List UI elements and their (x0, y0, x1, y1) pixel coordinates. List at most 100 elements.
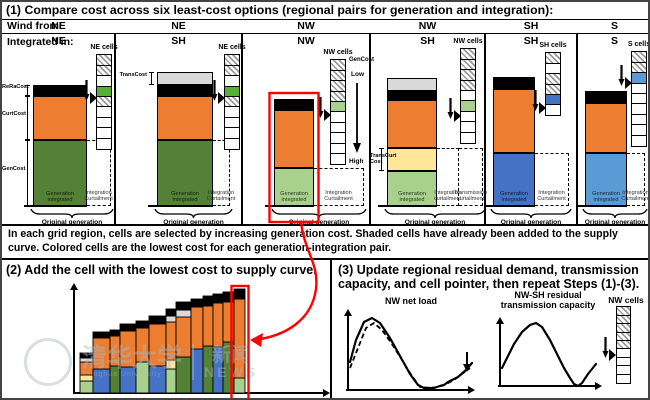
cell-pointer-icon (532, 90, 546, 114)
panel-divider (114, 34, 116, 224)
generation-integrated-label: Generation integrated (585, 153, 627, 206)
wind-from-label: Wind from: (7, 20, 63, 32)
bar-segment-GenCost (33, 140, 87, 206)
cost-label: GenCost (2, 166, 26, 172)
integrated-in-value: S (610, 35, 618, 47)
generation-integrated-text: Generation integrated (171, 190, 199, 203)
cost-label: CurtCost (2, 111, 26, 117)
generation-integrated-text: Generation integrated (592, 190, 620, 203)
bar-segment-ReRaCost (33, 85, 87, 96)
cells-column-label: NW cells (453, 38, 483, 45)
panel-divider (484, 34, 486, 224)
generation-integrated-text: Generation integrated (280, 190, 308, 203)
cell-pointer-icon (602, 337, 616, 361)
step3-title: (3) Update regional residual demand, tra… (338, 263, 640, 292)
ghost-box: Integration Curtailment (621, 153, 648, 206)
ghost-box: Integration Curtailment (535, 153, 569, 206)
brace (30, 209, 114, 219)
cells-column-label: SH cells (539, 42, 567, 49)
ghost-label: Integration Curtailment (206, 189, 236, 202)
bar-segment-black (387, 91, 437, 100)
panel-NW-NW: NW Generation integrated Integration Curta… (242, 34, 374, 226)
empty-cell (460, 131, 476, 144)
panel-S-S: S Generation integrated Integration Curtai… (576, 34, 650, 226)
measure-line (381, 149, 382, 170)
cost-label: ReRaCost (2, 83, 29, 90)
integrated-in-value: NE (51, 35, 66, 47)
generation-integrated-label: Generation integrated (387, 171, 437, 206)
measure-bracket (25, 96, 30, 140)
cells-column (545, 52, 561, 117)
empty-cell (631, 134, 647, 147)
net-load-chart (344, 309, 475, 394)
panel-NE-NE: NE ReRaCost CurtCost Generation integrated G… (2, 34, 118, 226)
bar-segment-CurtCost (33, 96, 87, 140)
generation-integrated-label: Generation integrated (33, 140, 87, 206)
cells-column (460, 48, 476, 144)
ghost-label: Transmission curtailment (453, 189, 488, 202)
ghost-box: Integration curtailment (434, 148, 461, 206)
cells-column-label: S cells (627, 41, 650, 48)
ghost-label: Integration Curtailment (324, 189, 353, 202)
gencost-axis-title: GenCost (349, 57, 375, 63)
supply-curve-chart (70, 283, 330, 397)
empty-cell (545, 104, 561, 117)
measure-bracket (25, 85, 30, 96)
baseline (484, 205, 535, 207)
ghost-label: Integration Curtailment (537, 189, 566, 202)
original-generation-label: Original generation (404, 219, 466, 226)
bar-segment-TransCurt Cost (387, 148, 437, 171)
generation-integrated-label: Generation integrated (274, 168, 314, 206)
empty-cell (330, 153, 346, 166)
brace (582, 209, 648, 219)
cells-column-label: NE cells (90, 44, 118, 51)
baseline (148, 205, 213, 207)
gencost-arrow-icon (353, 83, 361, 153)
bar-segment-light_blue (585, 153, 627, 206)
wind-from-value: SH (523, 20, 539, 32)
ghost-label: Integration Curtailment (621, 189, 650, 202)
panel-divider (369, 34, 371, 224)
cells-column (96, 54, 112, 150)
baseline (265, 205, 314, 207)
bar-segment-TransCost (157, 72, 213, 85)
measure-line (27, 86, 28, 95)
step1-title: (1) Compare cost across six least-cost o… (2, 2, 648, 20)
s3-cells-column (616, 306, 631, 384)
cell-selection-note: In each grid region, cells are selected … (2, 224, 648, 260)
bar-segment-black (157, 85, 213, 96)
brace (490, 209, 572, 219)
transmission-capacity-chart (496, 317, 602, 390)
cells-column-label: NW cells (323, 49, 353, 56)
bottom-divider (330, 260, 332, 398)
empty-cell (96, 137, 112, 150)
integrated-in-label: Integrated in: (7, 36, 74, 48)
integrated-in-value: SH (420, 35, 435, 47)
original-generation-label: Original generation (163, 219, 224, 226)
bar-segment-gray (387, 78, 437, 91)
bar-segment-dark_green (157, 140, 213, 206)
bar-segment-orange (585, 103, 627, 153)
step2-title: (2) Add the cell with the lowest cost to… (6, 263, 317, 277)
wind-from-value: NE (51, 20, 66, 32)
generation-integrated-text: Generation integrated (398, 190, 426, 203)
measure-line (151, 73, 152, 84)
panel-divider (241, 34, 243, 224)
empty-cell (224, 137, 240, 150)
panel-NE-SH: SH TransCost Generation integrated Integrat… (115, 34, 246, 226)
ghost-box: Integration Curtailment (84, 140, 113, 206)
bar-segment-black (274, 99, 314, 110)
gencost-high-label: High (349, 158, 364, 165)
measure-line (27, 97, 28, 139)
wind-from-value: NE (171, 20, 186, 32)
wind-from-value: NW (418, 20, 437, 32)
generation-integrated-text: Generation integrated (46, 190, 74, 203)
integrated-in-value: SH (523, 35, 539, 47)
bar-segment-orange (387, 100, 437, 148)
measure-bracket (379, 148, 384, 171)
cells-column (631, 51, 647, 147)
integrated-in-value: NW (297, 35, 315, 47)
cell-pointer-icon (211, 80, 225, 104)
generation-integrated-text: Generation integrated (500, 190, 528, 203)
